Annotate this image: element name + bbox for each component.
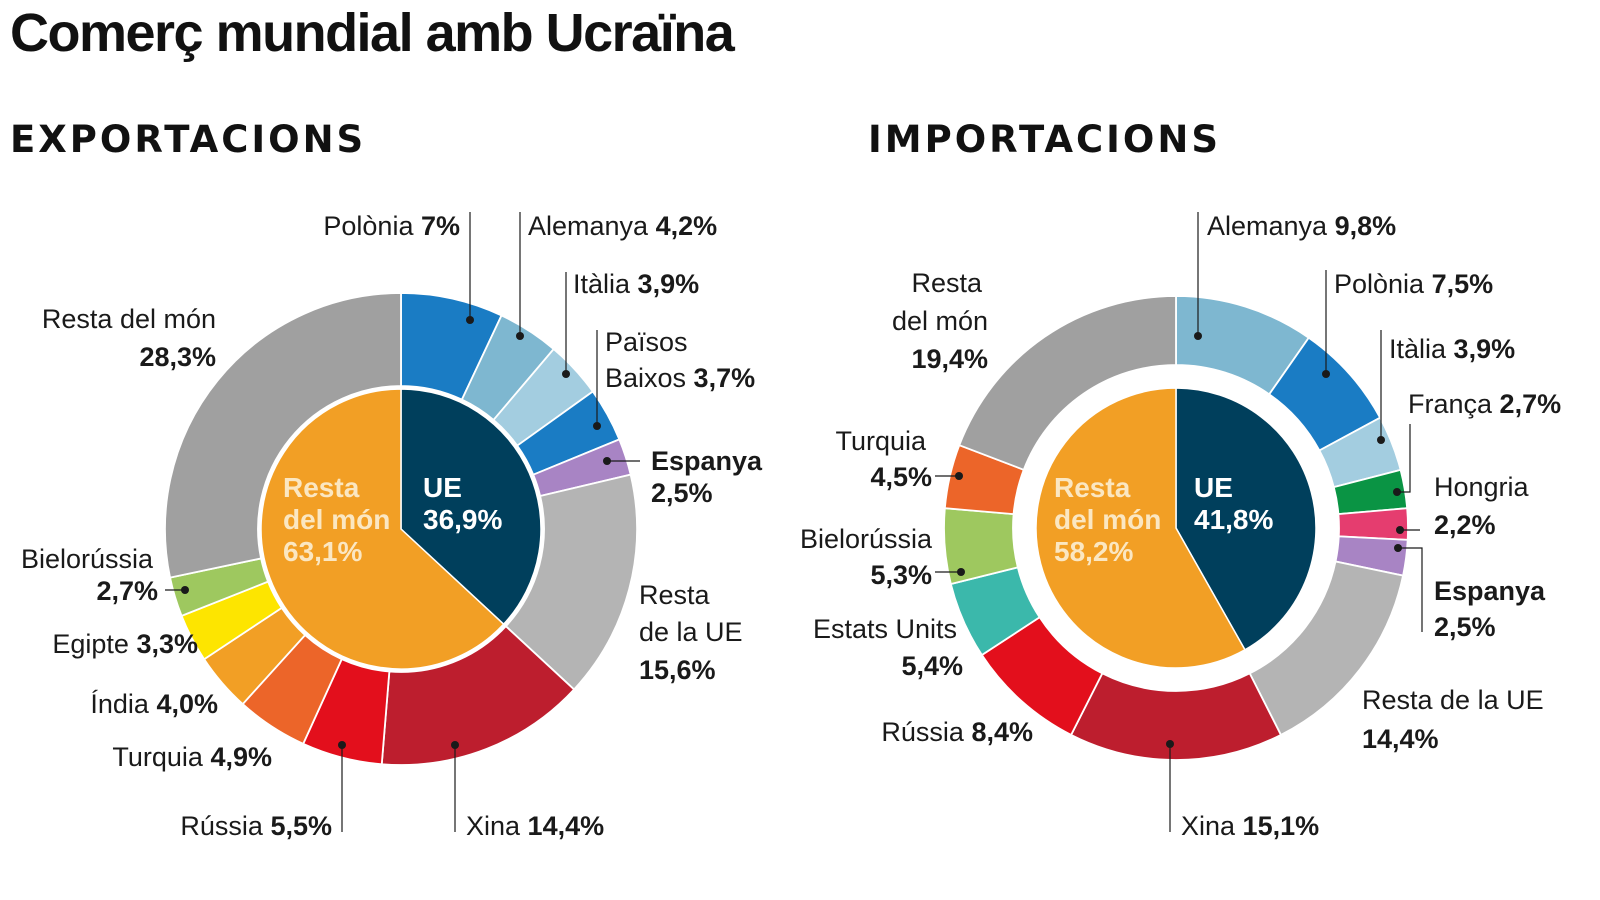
exports-inner-value-ue: 36,9%	[423, 504, 502, 535]
imports-label-resta-del-mon-value: 19,4%	[911, 344, 988, 374]
imports-label-resta-del-mon-name-1: Resta	[911, 268, 983, 298]
imports-outer-slice-hongria	[1337, 507, 1409, 541]
exports-label-resta-de-la-ue-value: 15,6%	[639, 655, 716, 685]
exports-label-xina: Xina 14,4%	[466, 811, 604, 841]
page-title: Comerç mundial amb Ucraïna	[10, 3, 735, 63]
exports-label-russia: Rússia 5,5%	[180, 811, 332, 841]
imports-label-resta-de-la-ue-name: Resta de la UE	[1362, 685, 1544, 715]
imports-label-resta-del-mon-name-2: del món	[892, 306, 988, 336]
imports-leader-dot-alemanya	[1194, 332, 1202, 340]
exports-label-polonia: Polònia 7%	[323, 211, 460, 241]
imports-inner-slice-ue	[1175, 387, 1317, 651]
imports-inner-value-resta-del-mon: 58,2%	[1054, 536, 1133, 567]
imports-inner-value-ue: 41,8%	[1194, 504, 1273, 535]
imports-leader-dot-polonia	[1322, 370, 1330, 378]
imports-outer-slice-resta-del-mon	[958, 295, 1177, 471]
imports-inner-slice-resta-del-mon	[1035, 387, 1247, 669]
imports-label-bielorussia-value: 5,3%	[870, 560, 932, 590]
imports-leader-franca	[1397, 424, 1411, 493]
exports-label-alemanya: Alemanya 4,2%	[528, 211, 717, 241]
imports-label-estats-units-value: 5,4%	[901, 651, 963, 681]
imports-label-turquia-name: Turquia	[835, 426, 927, 456]
exports-leader-dot-italia	[562, 370, 570, 378]
imports-label-espanya-name: Espanya	[1434, 576, 1546, 606]
imports-inner-label-resta-del-mon-1: del món	[1054, 504, 1161, 535]
exports-label-india: Índia 4,0%	[90, 689, 218, 719]
exports-label-paisos-baixos-value: Baixos 3,7%	[605, 363, 755, 393]
imports-inner-label-resta-del-mon-0: Resta	[1054, 472, 1131, 503]
exports-leader-dot-paisos-baixos	[593, 422, 601, 430]
imports-inner-label-ue: UE	[1194, 472, 1233, 503]
exports-leader-dot-espanya	[603, 457, 611, 465]
imports-leader-dot-turquia	[955, 472, 963, 480]
exports-chart-title: EXPORTACIONS	[10, 118, 367, 161]
exports-label-paisos-baixos-name: Països	[605, 327, 688, 357]
exports-leader-dot-russia	[338, 741, 346, 749]
imports-leader-dot-italia	[1377, 436, 1385, 444]
imports-label-xina: Xina 15,1%	[1181, 811, 1319, 841]
exports-inner-slice-ue	[400, 388, 542, 626]
imports-chart-title: IMPORTACIONS	[868, 118, 1221, 161]
exports-label-espanya-value: 2,5%	[651, 478, 713, 508]
exports-label-egipte: Egipte 3,3%	[52, 629, 198, 659]
exports-label-resta-del-mon-value: 28,3%	[139, 342, 216, 372]
exports-leader-dot-alemanya	[516, 332, 524, 340]
imports-label-franca: França 2,7%	[1408, 389, 1561, 419]
imports-label-turquia-value: 4,5%	[870, 462, 932, 492]
imports-leader-dot-espanya	[1394, 544, 1402, 552]
exports-inner-label-ue: UE	[423, 472, 462, 503]
imports-label-italia: Itàlia 3,9%	[1389, 334, 1515, 364]
exports-inner-slice-resta-del-mon	[260, 388, 505, 670]
imports-label-hongria-name: Hongria	[1434, 472, 1530, 502]
imports-leader-dot-hongria	[1396, 526, 1404, 534]
imports-label-russia: Rússia 8,4%	[881, 717, 1033, 747]
exports-inner-label-resta-del-mon-1: del món	[283, 504, 390, 535]
exports-label-bielorussia-name: Bielorússia	[21, 544, 154, 574]
imports-label-hongria-value: 2,2%	[1434, 510, 1496, 540]
exports-label-resta-de-la-ue-name-2: de la UE	[639, 617, 743, 647]
imports-label-estats-units-name: Estats Units	[813, 614, 957, 644]
exports-label-resta-del-mon-name: Resta del món	[42, 304, 216, 334]
imports-label-espanya-value: 2,5%	[1434, 612, 1496, 642]
exports-leader-dot-xina	[451, 741, 459, 749]
exports-leader-dot-polonia	[466, 316, 474, 324]
imports-leader-dot-xina	[1166, 740, 1174, 748]
imports-label-bielorussia-name: Bielorússia	[800, 524, 933, 554]
exports-inner-value-resta-del-mon: 63,1%	[283, 536, 362, 567]
exports-outer-slice-resta-del-mon	[164, 292, 402, 579]
exports-leader-dot-bielorussia	[181, 586, 189, 594]
imports-label-resta-de-la-ue-value: 14,4%	[1362, 724, 1439, 754]
imports-outer-slice-xina	[1069, 672, 1283, 761]
exports-label-italia: Itàlia 3,9%	[573, 269, 699, 299]
imports-label-polonia: Polònia 7,5%	[1334, 269, 1493, 299]
imports-leader-espanya	[1398, 547, 1423, 632]
imports-leader-dot-bielorussia	[957, 568, 965, 576]
imports-label-alemanya: Alemanya 9,8%	[1207, 211, 1396, 241]
exports-label-espanya-name: Espanya	[651, 446, 763, 476]
exports-inner-label-resta-del-mon-0: Resta	[283, 472, 360, 503]
imports-leader-dot-franca	[1393, 488, 1401, 496]
exports-label-turquia: Turquia 4,9%	[112, 742, 272, 772]
exports-label-bielorussia-value: 2,7%	[96, 576, 158, 606]
exports-label-resta-de-la-ue-name-1: Resta	[639, 580, 711, 610]
